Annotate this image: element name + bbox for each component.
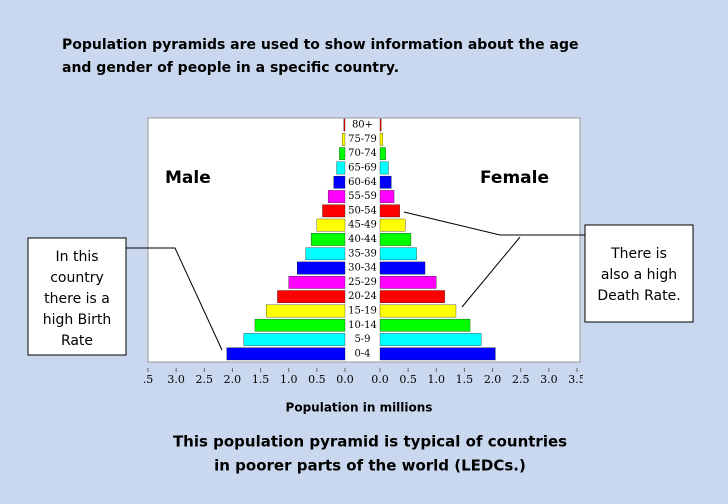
female-bar bbox=[379, 290, 445, 303]
male-bar bbox=[336, 161, 346, 175]
x-tick-label: .5 bbox=[143, 373, 154, 386]
female-bar bbox=[379, 261, 426, 275]
female-bar bbox=[379, 347, 496, 361]
x-tick-label: 0.5 bbox=[399, 373, 417, 386]
x-tick-label: 3.5 bbox=[568, 373, 586, 386]
x-tick-label: 2.0 bbox=[224, 373, 242, 386]
age-label: 25-29 bbox=[348, 277, 377, 288]
x-tick-label: 1.5 bbox=[252, 373, 270, 386]
female-bar bbox=[379, 190, 395, 203]
female-bar bbox=[379, 247, 417, 261]
callout-text: Death Rate. bbox=[597, 288, 680, 304]
callout-text: country bbox=[50, 270, 104, 286]
female-bar bbox=[379, 147, 386, 160]
age-label: 75-79 bbox=[348, 134, 377, 145]
male-bar bbox=[327, 190, 346, 203]
chart-frame bbox=[147, 117, 581, 363]
age-label: 55-59 bbox=[348, 191, 377, 202]
female-bar bbox=[379, 204, 400, 218]
age-label: 20-24 bbox=[348, 291, 377, 302]
callout-text: Rate bbox=[61, 333, 93, 349]
age-label: 10-14 bbox=[348, 320, 377, 331]
title-line: Population pyramids are used to show inf… bbox=[62, 37, 578, 53]
x-tick-label: 0.0 bbox=[336, 373, 354, 386]
subtitle-line: in poorer parts of the world (LEDCs.) bbox=[214, 457, 526, 475]
x-tick-label: 0.0 bbox=[371, 373, 389, 386]
male-bar bbox=[243, 333, 346, 346]
subtitle-line: This population pyramid is typical of co… bbox=[173, 433, 567, 451]
callout-text: there is a bbox=[44, 291, 110, 307]
age-label: 60-64 bbox=[348, 177, 377, 188]
x-axis-title: Population in millions bbox=[286, 401, 433, 415]
age-label: 80+ bbox=[352, 120, 373, 131]
male-bar bbox=[339, 147, 346, 160]
female-bar bbox=[379, 233, 412, 246]
male-bar bbox=[266, 304, 346, 318]
female-bar bbox=[379, 175, 392, 189]
age-label: 30-34 bbox=[348, 263, 377, 274]
male-bar bbox=[343, 118, 346, 132]
female-bar bbox=[379, 304, 457, 318]
male-bar bbox=[316, 218, 346, 232]
callout-line bbox=[126, 247, 223, 351]
female-bar bbox=[379, 333, 482, 346]
male-bar bbox=[305, 247, 346, 261]
x-tick-label: 0.5 bbox=[308, 373, 326, 386]
callout-text: also a high bbox=[601, 267, 677, 283]
male-bar bbox=[333, 175, 346, 189]
age-label: 5-9 bbox=[354, 334, 370, 345]
x-tick-label: 1.5 bbox=[456, 373, 474, 386]
age-label: 45-49 bbox=[348, 220, 377, 231]
male-bar bbox=[226, 347, 346, 361]
male-bar bbox=[254, 318, 346, 332]
callout-text: In this bbox=[56, 249, 99, 265]
female-bar bbox=[379, 276, 437, 289]
female-bar bbox=[379, 318, 471, 332]
age-label: 50-54 bbox=[348, 205, 377, 216]
x-tick-label: 1.0 bbox=[428, 373, 446, 386]
male-bar bbox=[277, 290, 346, 303]
male-bar bbox=[322, 204, 346, 218]
male-bar bbox=[297, 261, 346, 275]
callout-box bbox=[27, 237, 127, 356]
age-label: 70-74 bbox=[348, 148, 377, 159]
callout-line bbox=[403, 211, 585, 236]
female-bar bbox=[379, 218, 406, 232]
x-tick-label: 3.0 bbox=[167, 373, 185, 386]
age-label: 35-39 bbox=[348, 248, 377, 259]
female-bar bbox=[379, 133, 383, 146]
x-tick-label: 2.0 bbox=[484, 373, 502, 386]
callout-text: There is bbox=[610, 246, 667, 262]
male-bar bbox=[342, 133, 346, 146]
male-bar bbox=[311, 233, 346, 246]
age-label: 65-69 bbox=[348, 162, 377, 173]
callout-text: high Birth bbox=[43, 312, 112, 328]
age-label: 0-4 bbox=[354, 348, 370, 359]
female-bar bbox=[379, 161, 389, 175]
title-line: and gender of people in a specific count… bbox=[62, 60, 399, 76]
age-label: 40-44 bbox=[348, 234, 377, 245]
callout-box bbox=[584, 224, 694, 323]
female-bar bbox=[379, 118, 382, 132]
x-tick-label: 1.0 bbox=[280, 373, 298, 386]
male-label: Male bbox=[165, 168, 211, 188]
x-tick-label: 3.0 bbox=[540, 373, 558, 386]
x-tick-label: 2.5 bbox=[196, 373, 214, 386]
female-label: Female bbox=[480, 168, 549, 188]
male-bar bbox=[288, 276, 346, 289]
x-tick-label: 2.5 bbox=[512, 373, 530, 386]
callout-line bbox=[461, 236, 521, 308]
age-label: 15-19 bbox=[348, 305, 377, 316]
